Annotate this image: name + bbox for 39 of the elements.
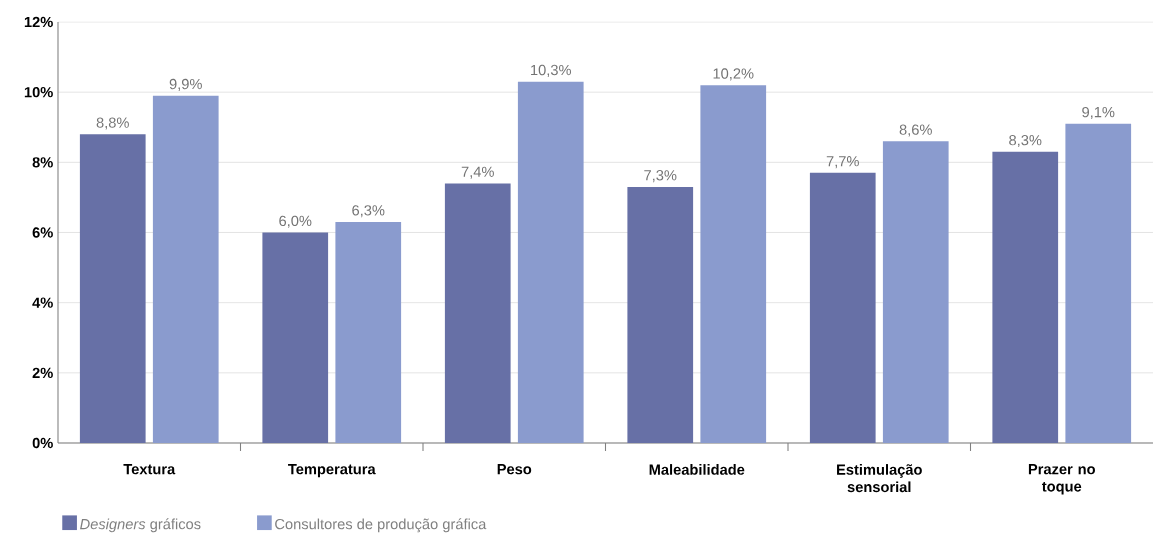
bar xyxy=(517,81,584,443)
bar xyxy=(262,232,329,443)
legend-label: Designers gráficos xyxy=(80,518,201,533)
data-label: 7,3% xyxy=(644,170,677,183)
data-label: 6,3% xyxy=(352,205,385,218)
data-label: 10,3% xyxy=(531,64,572,77)
y-tick-label: 10% xyxy=(24,86,53,98)
bar xyxy=(1065,123,1132,443)
x-tick-label: Prazer no toque xyxy=(1028,464,1095,495)
y-tick-label: 6% xyxy=(32,227,53,238)
bar xyxy=(882,141,949,443)
bar xyxy=(79,134,146,443)
x-tick-label: Maleabilidade xyxy=(649,464,745,475)
data-label: 10,2% xyxy=(713,68,754,81)
data-label: 6,0% xyxy=(279,215,312,228)
data-label: 9,1% xyxy=(1082,106,1115,120)
data-label: 7,4% xyxy=(461,166,494,179)
x-tick-label: Estimulação sensorial xyxy=(837,464,922,493)
bar xyxy=(335,221,402,443)
bar xyxy=(152,95,219,443)
data-label: 8,8% xyxy=(96,117,129,130)
bar xyxy=(992,151,1059,443)
y-tick-label: 2% xyxy=(32,367,53,378)
bar xyxy=(627,186,694,443)
x-tick-label: Peso xyxy=(497,464,532,475)
bar xyxy=(444,183,511,443)
y-tick-label: 4% xyxy=(32,297,53,308)
data-label: 8,6% xyxy=(899,124,932,137)
data-label: 9,9% xyxy=(169,78,202,91)
data-label: 7,7% xyxy=(826,156,859,169)
y-tick-label: 8% xyxy=(32,157,53,168)
y-tick-label: 0% xyxy=(32,437,53,449)
data-label: 8,3% xyxy=(1009,134,1042,148)
y-tick-label: 12% xyxy=(24,16,53,28)
bar xyxy=(809,172,876,443)
legend-label: Consultores de produção gráfica xyxy=(275,518,487,533)
x-tick-label: Temperatura xyxy=(288,464,376,478)
x-tick-label: Textura xyxy=(123,464,176,475)
bar xyxy=(700,85,767,443)
